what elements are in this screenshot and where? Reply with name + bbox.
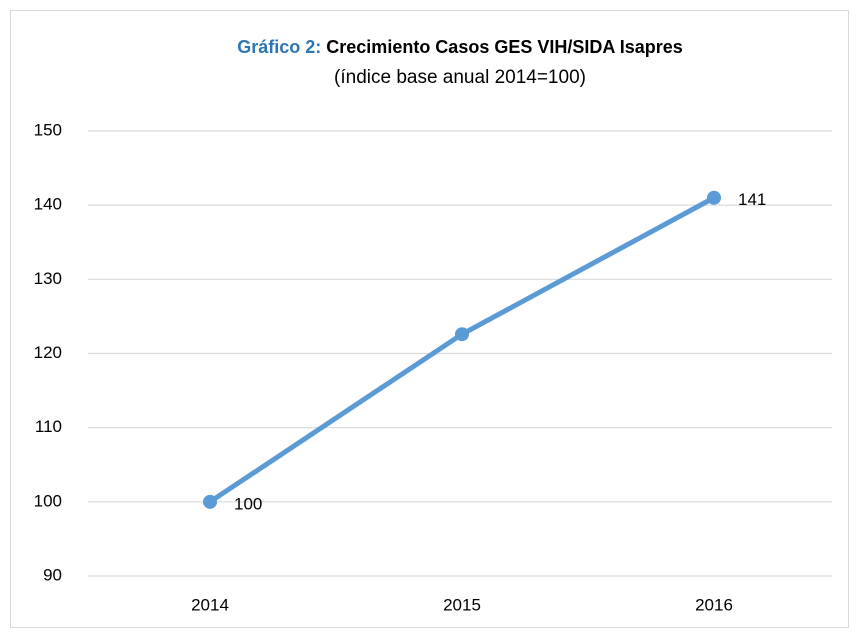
x-tick-label: 2014: [191, 595, 229, 614]
data-label: 141: [738, 190, 766, 209]
y-tick-label: 130: [34, 269, 62, 288]
x-tick-label: 2015: [443, 595, 481, 614]
title-prefix: Gráfico 2:: [237, 37, 321, 57]
y-tick-label: 100: [34, 491, 62, 510]
chart-frame: [10, 10, 849, 628]
data-label: 100: [234, 494, 262, 513]
y-tick-label: 150: [34, 120, 62, 139]
data-point: [707, 190, 721, 205]
data-point: [455, 327, 469, 342]
y-tick-label: 90: [43, 565, 62, 584]
y-tick-label: 110: [35, 417, 62, 436]
chart-title: Gráfico 2: Crecimiento Casos GES VIH/SIDA…: [237, 37, 683, 57]
data-point: [203, 494, 217, 509]
y-tick-label: 140: [34, 195, 62, 214]
x-tick-label: 2016: [695, 595, 733, 614]
y-tick-label: 120: [34, 343, 62, 362]
chart-subtitle: (índice base anual 2014=100): [334, 67, 586, 88]
title-main: Crecimiento Casos GES VIH/SIDA Isapres: [326, 37, 682, 57]
